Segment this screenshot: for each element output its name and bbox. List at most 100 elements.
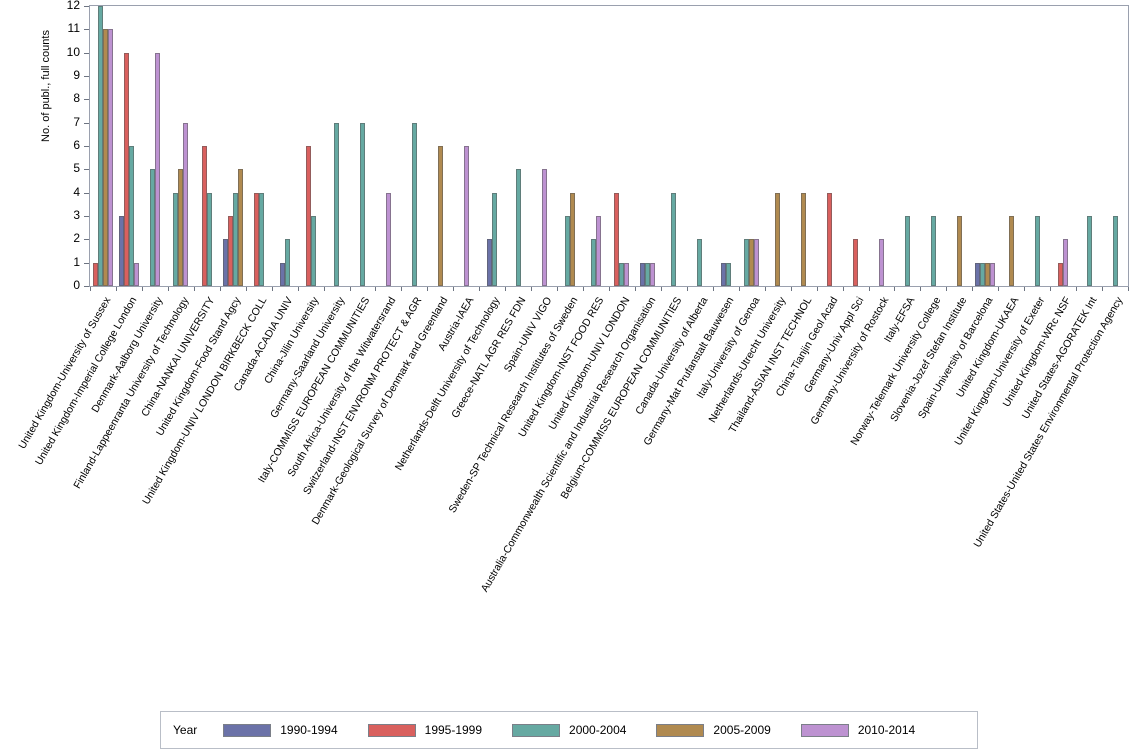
bar[interactable] — [640, 262, 646, 286]
legend: Year 1990-1994 1995-1999 2000-2004 2005-200… — [160, 711, 978, 749]
legend-item[interactable]: 1995-1999 — [367, 723, 482, 737]
bar[interactable] — [1086, 216, 1092, 286]
bar[interactable] — [183, 122, 189, 286]
y-axis-tick-label: 1 — [73, 254, 80, 269]
bar[interactable] — [1112, 216, 1118, 286]
legend-item[interactable]: 2010-2014 — [800, 723, 915, 737]
bar[interactable] — [310, 216, 316, 286]
x-axis-tick-mark — [323, 287, 325, 291]
bar-group — [687, 6, 713, 286]
bar[interactable] — [878, 239, 884, 286]
legend-item[interactable]: 1990-1994 — [223, 723, 338, 737]
bar[interactable] — [334, 122, 340, 286]
bar[interactable] — [930, 216, 936, 286]
bar[interactable] — [570, 192, 576, 286]
legend-swatch — [800, 723, 849, 737]
bar-group — [401, 6, 427, 286]
bar[interactable] — [980, 262, 986, 286]
bar[interactable] — [1063, 239, 1069, 286]
bar[interactable] — [253, 192, 259, 286]
bar[interactable] — [614, 192, 620, 286]
legend-item[interactable]: 2000-2004 — [512, 723, 626, 737]
bar[interactable] — [178, 169, 184, 286]
bar[interactable] — [227, 216, 233, 286]
bar-group — [869, 6, 895, 286]
bar-group — [635, 6, 661, 286]
bar[interactable] — [107, 29, 113, 286]
bar[interactable] — [744, 239, 750, 286]
bar[interactable] — [237, 169, 243, 286]
bar[interactable] — [305, 146, 311, 286]
bar-group — [531, 6, 557, 286]
bar[interactable] — [725, 262, 731, 286]
bar[interactable] — [232, 192, 238, 286]
bar[interactable] — [1034, 216, 1040, 286]
bar[interactable] — [624, 262, 630, 286]
bar-group — [142, 6, 168, 286]
bar[interactable] — [985, 262, 991, 286]
x-axis-tick-mark — [1102, 287, 1104, 291]
bar[interactable] — [671, 192, 677, 286]
bar[interactable] — [904, 216, 910, 286]
bar[interactable] — [222, 239, 228, 286]
bar[interactable] — [596, 216, 602, 286]
bar[interactable] — [133, 262, 139, 286]
x-axis-tick-mark — [1076, 287, 1078, 291]
x-axis-tick-mark — [427, 287, 429, 291]
bar[interactable] — [990, 262, 996, 286]
bar[interactable] — [956, 216, 962, 286]
x-axis-tick-mark — [816, 287, 818, 291]
x-axis-tick-mark — [1024, 287, 1026, 291]
bar[interactable] — [359, 122, 365, 286]
bar[interactable] — [97, 6, 103, 286]
bar[interactable] — [437, 146, 443, 286]
bar[interactable] — [541, 169, 547, 286]
x-axis-tick-mark — [868, 287, 870, 291]
bar[interactable] — [149, 169, 155, 286]
bar[interactable] — [591, 239, 597, 286]
bar-group — [791, 6, 817, 286]
bar[interactable] — [102, 29, 108, 286]
x-axis-tick-mark — [453, 287, 455, 291]
bar[interactable] — [279, 262, 285, 286]
bar[interactable] — [92, 262, 98, 286]
bar[interactable] — [749, 239, 755, 286]
legend-item[interactable]: 2005-2009 — [656, 723, 771, 737]
bar[interactable] — [206, 192, 212, 286]
bar[interactable] — [123, 52, 129, 286]
bar[interactable] — [650, 262, 656, 286]
bar-group — [324, 6, 350, 286]
bar[interactable] — [284, 239, 290, 286]
bar[interactable] — [515, 169, 521, 286]
bar[interactable] — [411, 122, 417, 286]
bar[interactable] — [201, 146, 207, 286]
bar[interactable] — [801, 192, 807, 286]
bar[interactable] — [118, 216, 124, 286]
bar[interactable] — [754, 239, 760, 286]
bar[interactable] — [697, 239, 703, 286]
y-axis-tick-mark — [84, 6, 89, 7]
bar[interactable] — [463, 146, 469, 286]
x-axis-tick-mark — [479, 287, 481, 291]
bar[interactable] — [975, 262, 981, 286]
bar[interactable] — [154, 52, 160, 286]
bar[interactable] — [853, 239, 859, 286]
bar[interactable] — [645, 262, 651, 286]
bar[interactable] — [775, 192, 781, 286]
x-axis-tick-mark — [245, 287, 247, 291]
bar[interactable] — [827, 192, 833, 286]
bar[interactable] — [173, 192, 179, 286]
bar[interactable] — [492, 192, 498, 286]
bar[interactable] — [1008, 216, 1014, 286]
x-axis-tick-mark — [505, 287, 507, 291]
bar[interactable] — [258, 192, 264, 286]
bar[interactable] — [1058, 262, 1064, 286]
bar[interactable] — [720, 262, 726, 286]
bar[interactable] — [565, 216, 571, 286]
bar[interactable] — [385, 192, 391, 286]
bar-group — [453, 6, 479, 286]
bar[interactable] — [128, 146, 134, 286]
bar-group — [920, 6, 946, 286]
bar[interactable] — [619, 262, 625, 286]
bar[interactable] — [487, 239, 493, 286]
